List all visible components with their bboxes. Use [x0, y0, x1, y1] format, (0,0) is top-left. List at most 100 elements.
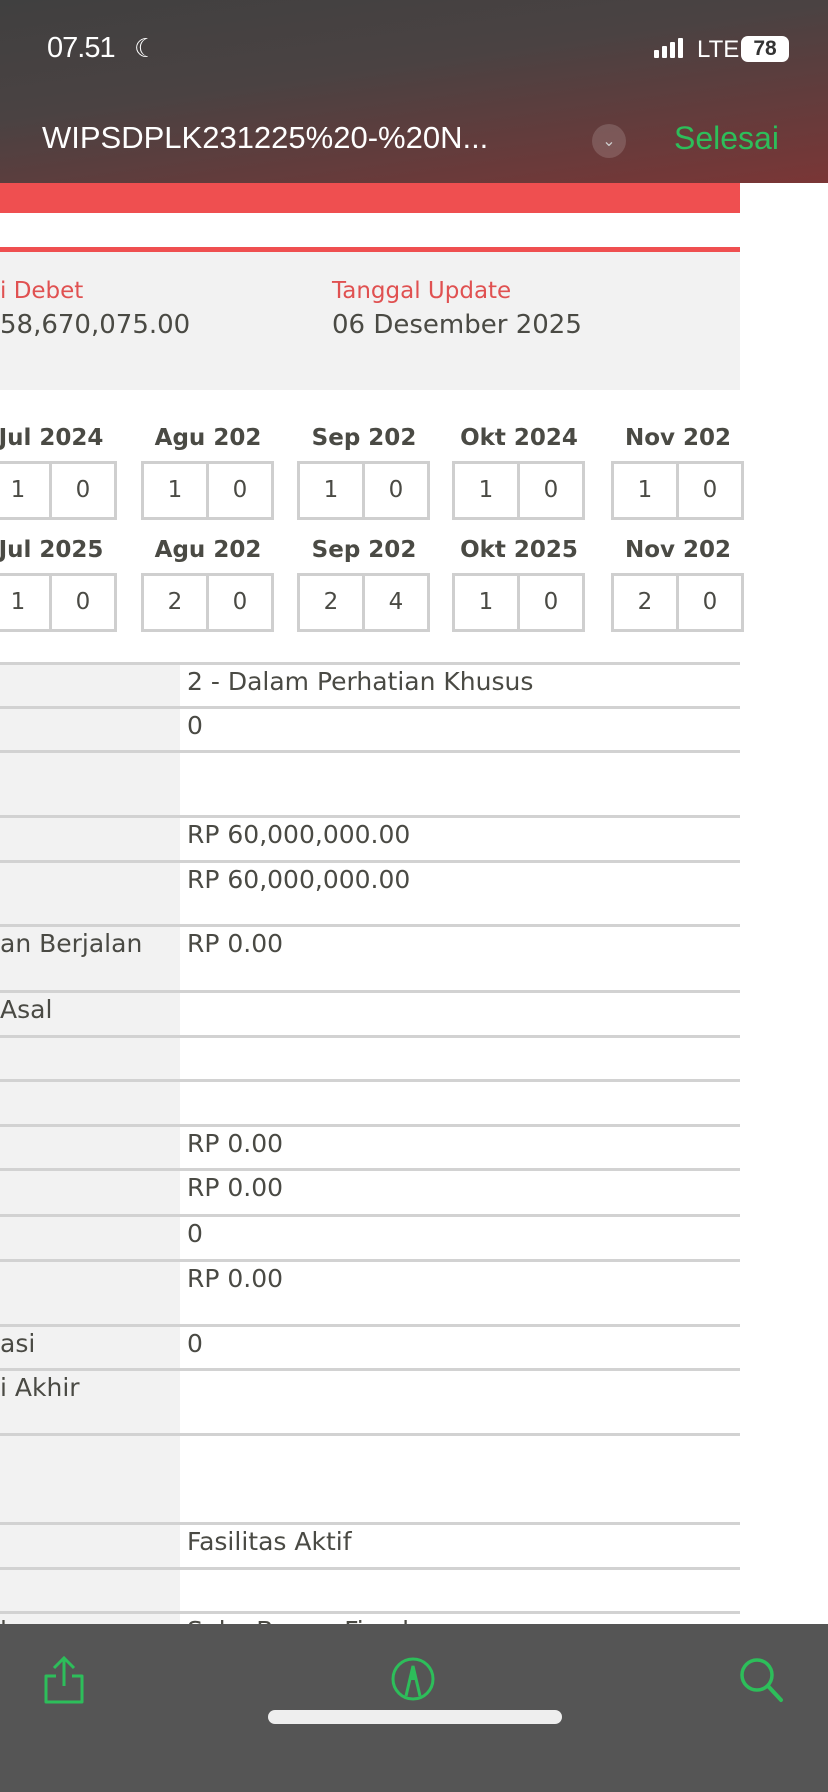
info-panel: i Debet 58,670,075.00 Tanggal Update 06 … [0, 252, 740, 390]
done-button[interactable]: Selesai [674, 120, 779, 156]
month-value: 1 [455, 576, 520, 629]
row-value: RP 60,000,000.00 [187, 865, 411, 894]
row-label [0, 1038, 180, 1079]
month-label: Nov 202 [624, 537, 732, 563]
header-band [0, 183, 740, 213]
row-label [0, 1127, 180, 1168]
month-label: Nov 202 [624, 425, 732, 451]
chevron-down-icon[interactable]: ⌄ [592, 124, 626, 158]
table-row: asi 0 [0, 1324, 740, 1368]
bottom-toolbar [0, 1624, 828, 1792]
update-date-value: 06 Desember 2025 [332, 310, 582, 340]
debet-value: 58,670,075.00 [0, 310, 191, 340]
table-row [0, 750, 740, 815]
top-bar: 07.51 ☾ LTE 78 WIPSDPLK231225%20-%20N...… [0, 0, 828, 183]
row-value: 0 [187, 1329, 203, 1358]
row-label [0, 1570, 180, 1611]
row-label: Asal [0, 993, 180, 1035]
table-row: 2 - Dalam Perhatian Khusus [0, 662, 740, 706]
month-value: 0 [543, 589, 559, 615]
table-row [0, 1433, 740, 1522]
month-label: Agu 202 [154, 537, 262, 563]
row-label [0, 709, 180, 750]
month-value: 1 [300, 464, 365, 517]
month-label: Jul 2024 [0, 425, 104, 451]
update-date-label: Tanggal Update [332, 278, 512, 304]
row-label: an Berjalan [0, 927, 180, 990]
table-row: Fasilitas Aktif [0, 1522, 740, 1567]
row-label [0, 1082, 180, 1124]
month-label: Okt 2025 [460, 537, 578, 563]
table-row [0, 1567, 740, 1611]
row-label [0, 1217, 180, 1259]
row-value: 0 [187, 1219, 203, 1248]
month-value: 1 [455, 464, 520, 517]
row-value: RP 0.00 [187, 1173, 284, 1202]
table-row: 0 [0, 1214, 740, 1259]
table-row: RP 60,000,000.00 [0, 860, 740, 924]
month-value: 0 [543, 477, 559, 503]
table-row: an Berjalan RP 0.00 [0, 924, 740, 990]
month-value: 1 [0, 576, 52, 629]
row-value: RP 60,000,000.00 [187, 820, 411, 849]
month-value: 2 [144, 576, 209, 629]
month-value: 0 [75, 477, 91, 503]
row-label [0, 665, 180, 706]
markup-icon[interactable] [390, 1656, 436, 1702]
row-value: 2 - Dalam Perhatian Khusus [187, 667, 534, 696]
row-value: Fasilitas Aktif [187, 1527, 352, 1556]
battery-icon: 78 [741, 36, 789, 62]
table-row [0, 1035, 740, 1079]
row-value [180, 1038, 740, 1079]
month-value: 4 [388, 589, 404, 615]
table-row: Asal [0, 990, 740, 1035]
search-icon[interactable] [738, 1656, 784, 1704]
row-label: i Akhir [0, 1371, 180, 1433]
month-value: 0 [75, 589, 91, 615]
row-value [180, 1082, 740, 1124]
row-label [0, 1262, 180, 1324]
row-label [0, 753, 180, 815]
month-value: 1 [0, 464, 52, 517]
document-title[interactable]: WIPSDPLK231225%20-%20N... [42, 120, 489, 155]
debet-label: i Debet [0, 278, 84, 304]
month-value: 1 [614, 464, 679, 517]
month-value: 0 [232, 477, 248, 503]
signal-icon [654, 38, 683, 58]
row-label [0, 1525, 180, 1567]
network-label: LTE [697, 36, 740, 63]
row-label [0, 818, 180, 860]
moon-icon: ☾ [134, 34, 158, 64]
row-value: RP 0.00 [187, 1129, 284, 1158]
row-label [0, 1436, 180, 1522]
table-row: i Akhir [0, 1368, 740, 1433]
table-row: RP 0.00 [0, 1168, 740, 1214]
table-row [0, 1079, 740, 1124]
table-row: RP 60,000,000.00 [0, 815, 740, 860]
table-row: RP 0.00 [0, 1124, 740, 1168]
home-indicator[interactable] [268, 1710, 562, 1724]
row-label [0, 1171, 180, 1214]
month-label: Agu 202 [154, 425, 262, 451]
month-value: 2 [300, 576, 365, 629]
month-value: 0 [702, 589, 718, 615]
row-label: asi [0, 1327, 180, 1368]
month-value: 2 [614, 576, 679, 629]
row-value [180, 753, 740, 815]
month-label: Jul 2025 [0, 537, 104, 563]
share-icon[interactable] [42, 1656, 86, 1704]
divider [0, 247, 740, 252]
status-time: 07.51 [47, 32, 116, 64]
month-value: 0 [388, 477, 404, 503]
detail-table: 2 - Dalam Perhatian Khusus 0 RP 60,000,000… [0, 662, 740, 1661]
table-row: 0 [0, 706, 740, 750]
month-value: 1 [144, 464, 209, 517]
month-label: Sep 202 [311, 425, 417, 451]
